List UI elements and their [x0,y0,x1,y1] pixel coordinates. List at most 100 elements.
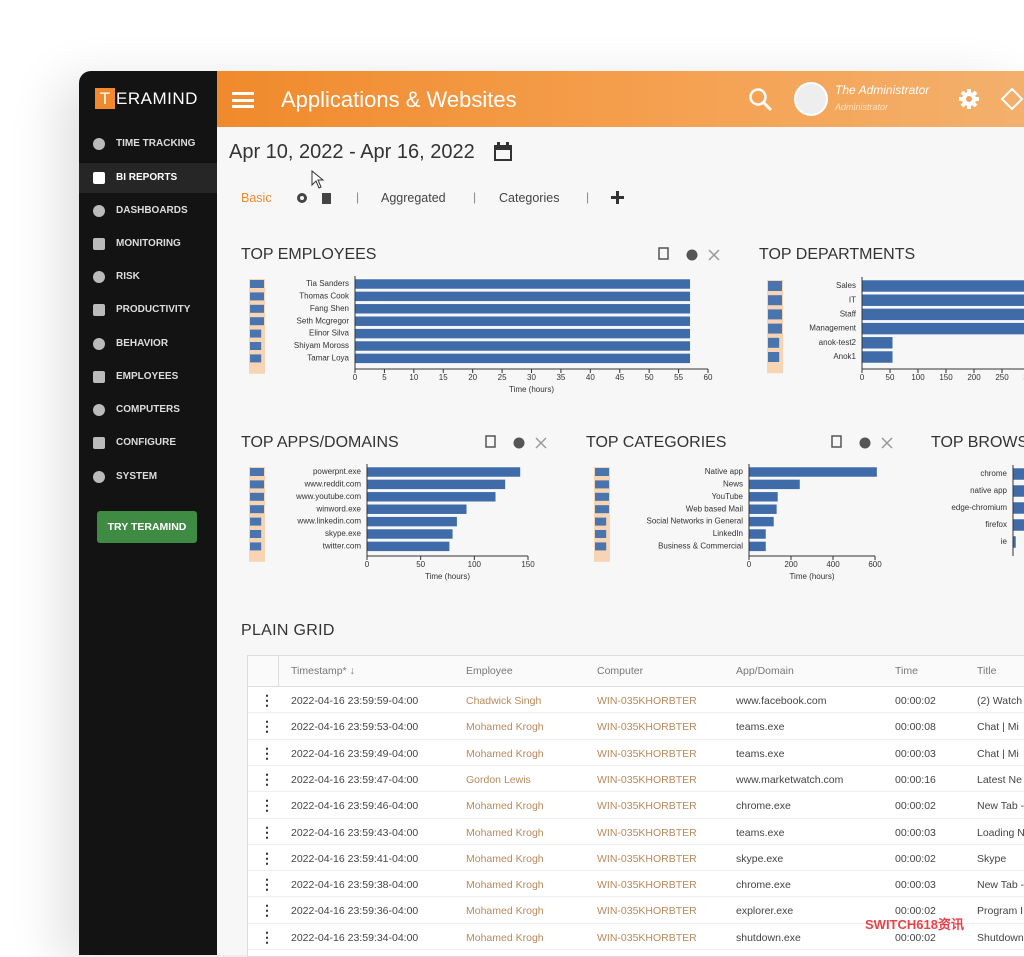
category-label: winword.exe [316,504,362,513]
tab-categories[interactable]: Categories [499,191,560,205]
grid-cell: Shutdown [977,931,1024,944]
row-menu[interactable]: ⋮ [260,797,274,814]
avatar[interactable] [794,82,828,116]
bar [861,293,1024,307]
column-header[interactable]: App/Domain [736,665,794,677]
menu-item[interactable]: BEHAVIOR [116,338,169,349]
x-tick-label: 50 [416,560,425,569]
bar [1012,484,1024,498]
bar [366,491,497,503]
menu-item[interactable]: TIME TRACKING [116,138,196,149]
calendar-icon[interactable] [492,141,514,163]
row-menu[interactable]: ⋮ [260,692,274,708]
add-tab[interactable] [611,191,624,204]
row-menu[interactable]: ⋮ [260,770,274,787]
minimap [594,467,610,562]
chart-tools[interactable] [485,435,547,449]
bar [366,541,450,552]
bar [366,503,468,515]
category-label: native app [970,486,1007,495]
grid-cell: 00:00:08 [895,721,936,734]
minimap-bar [250,468,264,476]
grid-cell: (2) Watch [977,695,1023,707]
tab-basic[interactable]: Basic [241,191,272,205]
column-header[interactable]: Time [895,665,918,677]
menu-item[interactable]: CONFIGURE [116,437,176,448]
grid-cell: Gordon Lewis [466,773,531,786]
column-header[interactable]: Timestamp* ↓ [291,665,355,677]
row-menu[interactable]: ⋮ [260,902,274,919]
close-icon [535,437,547,449]
grid-cell: 2022-04-16 23:59:49-04:00 [291,747,419,760]
minimap-bar [250,280,264,288]
chart-tools[interactable] [658,247,720,261]
user-name: The Administrator [835,83,930,97]
menu-item[interactable]: RISK [116,271,140,282]
grid-cell: Mohamed Krogh [466,800,544,813]
x-tick-label: 40 [586,373,595,382]
menu-item[interactable]: EMPLOYEES [116,371,179,382]
grid-cell: 2022-04-16 23:59:43-04:00 [291,826,419,839]
try-button[interactable]: TRY TERAMIND [97,511,197,543]
bar [1012,518,1024,532]
menu-item[interactable]: SYSTEM [116,471,158,482]
grid-cell: Mohamed Krogh [466,931,544,944]
grid-cell: Mohamed Krogh [466,826,544,839]
category-label: Social Networks in General [647,517,744,526]
category-label: www.linkedin.com [296,517,361,526]
menu-item[interactable]: DASHBOARDS [116,205,188,216]
menu-icon [93,404,105,416]
category-label: Tia Sanders [306,279,349,288]
grid-cell: WIN-035KHORBTER [597,905,697,918]
row-menu[interactable]: ⋮ [260,718,274,735]
grid-cell: skype.exe [736,852,784,865]
row-menu[interactable]: ⋮ [260,823,274,840]
row-menu[interactable]: ⋮ [260,744,274,761]
column-header[interactable]: Title [977,665,997,677]
bar [861,322,1024,335]
bar [861,336,894,350]
menu-toggle[interactable] [232,92,254,108]
x-axis-label: Time (hours) [789,572,834,581]
minimap-bar [250,317,264,326]
row-menu[interactable]: ⋮ [260,876,274,893]
menu-item[interactable]: MONITORING [116,238,181,249]
x-tick-label: 100 [911,373,925,382]
user-role: Administrator [835,102,889,112]
minimap-bar [595,492,609,501]
menu-icon [93,138,105,150]
copy-icon [658,247,669,260]
menu-item[interactable]: COMPUTERS [116,404,180,415]
minimap-bar [250,480,264,489]
column-header[interactable]: Computer [597,665,644,677]
settings-icon[interactable] [957,87,981,111]
alert-icon[interactable] [1000,87,1024,111]
menu-item[interactable]: PRODUCTIVITY [116,304,191,315]
bar [354,328,691,339]
row-divider [248,738,1024,740]
bar [748,491,779,503]
menu-icon [93,371,105,383]
category-label: Web based Mail [686,504,743,513]
tab-aggregated[interactable]: Aggregated [381,191,446,205]
tab-tools[interactable] [295,190,335,206]
minimap-bar [768,295,782,306]
grid-cell: 2022-04-16 23:59:53-04:00 [291,721,419,734]
menu-icon [93,172,105,184]
menu-item[interactable]: BI REPORTS [116,172,178,183]
minimap-bar [595,505,609,514]
column-header[interactable]: Employee [466,665,513,677]
minimap-bar [250,342,262,350]
date-range[interactable]: Apr 10, 2022 - Apr 16, 2022 [229,141,475,163]
grid-cell: WIN-035KHORBTER [597,879,697,892]
grid-cell: 00:00:02 [895,905,936,918]
grid-cell: 00:00:02 [895,800,936,813]
row-menu[interactable]: ⋮ [260,928,274,945]
bar [354,353,691,364]
x-tick-label: 400 [826,560,840,569]
row-menu[interactable]: ⋮ [260,849,274,866]
bar [354,315,691,327]
chart-tools[interactable] [831,435,893,449]
search-icon[interactable] [748,87,774,113]
grid-cell: 00:00:03 [895,826,936,839]
